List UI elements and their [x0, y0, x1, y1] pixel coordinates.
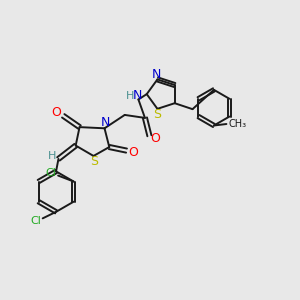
- Text: S: S: [90, 155, 98, 168]
- Text: S: S: [153, 108, 161, 121]
- Text: Cl: Cl: [46, 168, 56, 178]
- Text: CH₃: CH₃: [229, 119, 247, 129]
- Text: O: O: [52, 106, 61, 119]
- Text: Cl: Cl: [30, 216, 41, 226]
- Text: N: N: [100, 116, 110, 130]
- Text: H: H: [48, 151, 56, 161]
- Text: N: N: [152, 68, 161, 81]
- Text: N: N: [133, 89, 142, 102]
- Text: O: O: [128, 146, 138, 160]
- Text: O: O: [150, 132, 160, 145]
- Text: H: H: [126, 91, 134, 101]
